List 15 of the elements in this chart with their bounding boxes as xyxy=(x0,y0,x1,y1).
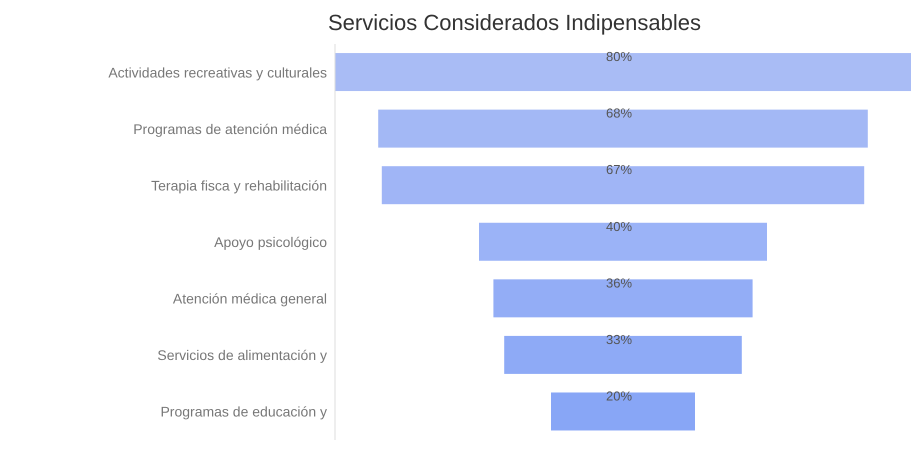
category-label: Actividades recreativas y culturales xyxy=(108,64,327,80)
data-label: 67% xyxy=(606,162,632,178)
text: Servicios Considerados Indipensables xyxy=(327,9,702,37)
category-label: Programas de atención médica xyxy=(133,120,328,137)
category-label: Terapia fisca y rehabilitación xyxy=(151,177,327,194)
category-label: Apoyo psicológico xyxy=(214,234,328,250)
category-label: Servicios de alimentación y xyxy=(157,347,327,364)
data-label: 40% xyxy=(606,218,632,234)
data-label: 68% xyxy=(606,106,632,121)
data-label: 20% xyxy=(606,388,632,404)
category-label: Programas de educación y xyxy=(160,404,327,420)
data-label: 36% xyxy=(606,275,632,290)
data-label: 80% xyxy=(606,49,632,64)
data-label: 33% xyxy=(606,332,632,347)
category-label: Atención médica general xyxy=(172,290,327,307)
